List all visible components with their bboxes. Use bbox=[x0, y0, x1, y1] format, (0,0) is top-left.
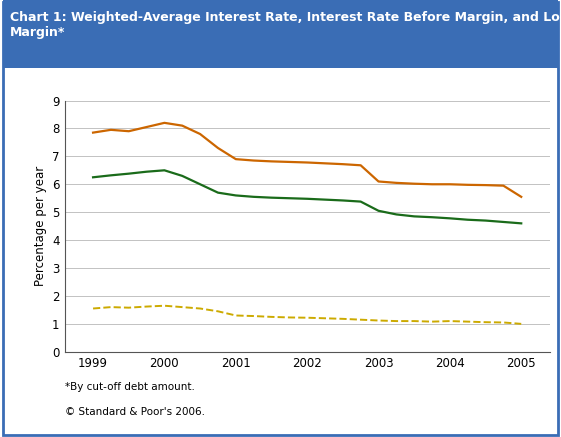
Interest rate (incl. margin) bbox=[465, 182, 471, 187]
Margin bbox=[108, 305, 114, 310]
Interest rate (excl. margin) bbox=[482, 218, 489, 223]
Interest rate (incl. margin) bbox=[90, 130, 96, 135]
Interest rate (incl. margin) bbox=[232, 156, 239, 162]
Margin bbox=[90, 306, 96, 311]
Margin bbox=[357, 317, 364, 323]
Interest rate (excl. margin) bbox=[179, 173, 186, 179]
Interest rate (incl. margin) bbox=[518, 194, 525, 199]
Interest rate (excl. margin) bbox=[125, 171, 132, 176]
Line: Interest rate (incl. margin): Interest rate (incl. margin) bbox=[93, 123, 521, 197]
Interest rate (excl. margin) bbox=[250, 194, 257, 199]
Interest rate (excl. margin) bbox=[500, 219, 507, 225]
Text: Chart 1: Weighted-Average Interest Rate, Interest Rate Before Margin, and Loan
M: Chart 1: Weighted-Average Interest Rate,… bbox=[10, 11, 561, 39]
Line: Margin: Margin bbox=[93, 306, 521, 324]
Interest rate (incl. margin) bbox=[357, 163, 364, 168]
Interest rate (incl. margin) bbox=[411, 181, 417, 186]
Line: Interest rate (excl. margin): Interest rate (excl. margin) bbox=[93, 170, 521, 223]
Interest rate (excl. margin) bbox=[304, 196, 311, 201]
Interest rate (excl. margin) bbox=[286, 196, 293, 201]
Interest rate (excl. margin) bbox=[518, 221, 525, 226]
Interest rate (incl. margin) bbox=[447, 182, 453, 187]
Margin bbox=[447, 319, 453, 324]
Margin bbox=[500, 320, 507, 325]
Interest rate (incl. margin) bbox=[321, 161, 328, 166]
Margin bbox=[143, 304, 150, 309]
Interest rate (incl. margin) bbox=[375, 179, 382, 184]
Interest rate (excl. margin) bbox=[108, 173, 114, 178]
Text: © Standard & Poor's 2006.: © Standard & Poor's 2006. bbox=[65, 407, 205, 417]
Interest rate (excl. margin) bbox=[268, 195, 275, 200]
Interest rate (excl. margin) bbox=[90, 175, 96, 180]
Interest rate (incl. margin) bbox=[214, 146, 221, 151]
Margin bbox=[232, 313, 239, 318]
Margin bbox=[214, 309, 221, 314]
Text: *By cut-off debt amount.: *By cut-off debt amount. bbox=[65, 382, 195, 392]
Margin bbox=[375, 318, 382, 323]
Interest rate (excl. margin) bbox=[321, 197, 328, 202]
Margin bbox=[179, 305, 186, 310]
Y-axis label: Percentage per year: Percentage per year bbox=[34, 166, 47, 286]
Interest rate (incl. margin) bbox=[393, 180, 400, 185]
Interest rate (incl. margin) bbox=[161, 120, 168, 125]
Interest rate (incl. margin) bbox=[500, 183, 507, 188]
Margin bbox=[161, 303, 168, 309]
Interest rate (excl. margin) bbox=[411, 214, 417, 219]
Margin bbox=[286, 315, 293, 320]
Interest rate (incl. margin) bbox=[197, 132, 204, 137]
Margin bbox=[125, 305, 132, 310]
Interest rate (excl. margin) bbox=[429, 215, 435, 220]
Interest rate (incl. margin) bbox=[482, 183, 489, 188]
Interest rate (excl. margin) bbox=[393, 212, 400, 217]
Margin bbox=[411, 319, 417, 324]
Margin bbox=[304, 315, 311, 320]
Interest rate (incl. margin) bbox=[304, 160, 311, 165]
Margin bbox=[465, 319, 471, 324]
Interest rate (excl. margin) bbox=[214, 190, 221, 195]
Interest rate (excl. margin) bbox=[375, 208, 382, 213]
Interest rate (incl. margin) bbox=[179, 123, 186, 128]
Interest rate (incl. margin) bbox=[250, 158, 257, 163]
Margin bbox=[197, 306, 204, 311]
Interest rate (incl. margin) bbox=[143, 125, 150, 130]
Interest rate (excl. margin) bbox=[161, 168, 168, 173]
Margin bbox=[250, 313, 257, 319]
Interest rate (excl. margin) bbox=[447, 216, 453, 221]
Interest rate (excl. margin) bbox=[143, 169, 150, 174]
Margin bbox=[482, 319, 489, 325]
Interest rate (incl. margin) bbox=[125, 128, 132, 134]
Interest rate (excl. margin) bbox=[465, 217, 471, 222]
Legend: Interest rate (incl. margin), Interest rate (excl. margin), Margin: Interest rate (incl. margin), Interest r… bbox=[65, 52, 515, 71]
Margin bbox=[339, 316, 346, 322]
Interest rate (incl. margin) bbox=[339, 162, 346, 167]
Margin bbox=[393, 319, 400, 324]
Margin bbox=[429, 319, 435, 324]
Interest rate (incl. margin) bbox=[286, 160, 293, 165]
Margin bbox=[268, 314, 275, 319]
Interest rate (excl. margin) bbox=[357, 199, 364, 204]
Margin bbox=[321, 316, 328, 321]
Interest rate (excl. margin) bbox=[197, 182, 204, 187]
Interest rate (incl. margin) bbox=[268, 159, 275, 164]
Interest rate (incl. margin) bbox=[108, 127, 114, 132]
Interest rate (incl. margin) bbox=[429, 182, 435, 187]
Margin bbox=[518, 321, 525, 326]
Interest rate (excl. margin) bbox=[339, 198, 346, 203]
Interest rate (excl. margin) bbox=[232, 193, 239, 198]
